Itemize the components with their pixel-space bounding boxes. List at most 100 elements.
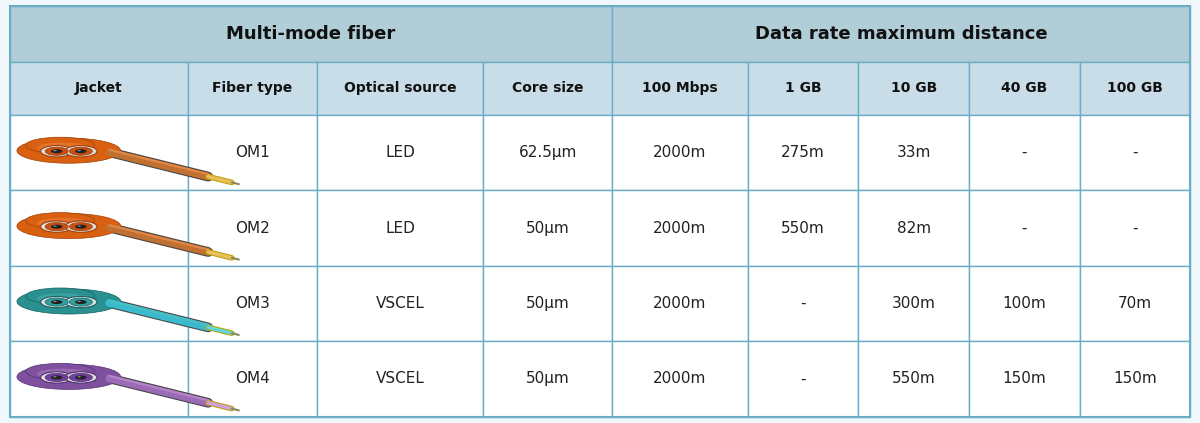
Ellipse shape bbox=[25, 288, 95, 304]
Bar bbox=[612, 62, 748, 115]
Circle shape bbox=[76, 375, 86, 379]
Text: 275m: 275m bbox=[781, 145, 824, 160]
Text: Jacket: Jacket bbox=[74, 81, 122, 96]
Circle shape bbox=[46, 374, 68, 382]
Circle shape bbox=[65, 146, 97, 157]
Circle shape bbox=[70, 147, 92, 155]
Text: 2000m: 2000m bbox=[653, 145, 707, 160]
Bar bbox=[1080, 115, 1190, 190]
Circle shape bbox=[53, 376, 56, 377]
Circle shape bbox=[70, 298, 92, 306]
Bar bbox=[612, 341, 748, 417]
Bar bbox=[970, 115, 1080, 190]
Ellipse shape bbox=[37, 293, 89, 304]
Bar bbox=[317, 62, 484, 115]
Bar bbox=[188, 62, 317, 115]
Bar bbox=[317, 190, 484, 266]
Circle shape bbox=[76, 149, 86, 153]
Ellipse shape bbox=[37, 218, 89, 228]
Text: Core size: Core size bbox=[512, 81, 583, 96]
Circle shape bbox=[70, 374, 92, 382]
Text: 2000m: 2000m bbox=[653, 371, 707, 387]
Circle shape bbox=[50, 149, 62, 153]
Bar bbox=[748, 62, 858, 115]
Text: OM1: OM1 bbox=[235, 145, 270, 160]
Circle shape bbox=[78, 376, 80, 377]
Bar bbox=[748, 190, 858, 266]
Bar bbox=[748, 266, 858, 341]
Bar bbox=[484, 190, 612, 266]
Bar bbox=[970, 266, 1080, 341]
Text: 100 Mbps: 100 Mbps bbox=[642, 81, 718, 96]
Text: 2000m: 2000m bbox=[653, 296, 707, 311]
Text: 10 GB: 10 GB bbox=[890, 81, 937, 96]
Text: -: - bbox=[1133, 221, 1138, 236]
Text: 1 GB: 1 GB bbox=[785, 81, 821, 96]
Text: 40 GB: 40 GB bbox=[1001, 81, 1048, 96]
Bar bbox=[970, 341, 1080, 417]
Bar bbox=[858, 266, 970, 341]
Circle shape bbox=[53, 301, 56, 302]
Bar bbox=[1080, 266, 1190, 341]
Bar bbox=[858, 190, 970, 266]
Bar bbox=[748, 115, 858, 190]
Bar bbox=[858, 115, 970, 190]
Circle shape bbox=[65, 372, 97, 383]
Bar bbox=[10, 341, 188, 417]
Text: Multi-mode fiber: Multi-mode fiber bbox=[227, 25, 396, 43]
Text: -: - bbox=[1021, 221, 1027, 236]
Text: 150m: 150m bbox=[1114, 371, 1157, 387]
Ellipse shape bbox=[17, 214, 121, 239]
Bar bbox=[612, 266, 748, 341]
Bar bbox=[748, 341, 858, 417]
Bar bbox=[188, 266, 317, 341]
Circle shape bbox=[65, 221, 97, 232]
Bar bbox=[10, 190, 188, 266]
Ellipse shape bbox=[17, 138, 121, 163]
Text: OM2: OM2 bbox=[235, 221, 270, 236]
Text: 33m: 33m bbox=[896, 145, 931, 160]
Bar bbox=[612, 190, 748, 266]
Text: Fiber type: Fiber type bbox=[212, 81, 293, 96]
Bar bbox=[612, 115, 748, 190]
Bar bbox=[970, 62, 1080, 115]
Text: -: - bbox=[1021, 145, 1027, 160]
Bar bbox=[1080, 62, 1190, 115]
Bar bbox=[484, 115, 612, 190]
Text: OM4: OM4 bbox=[235, 371, 270, 387]
Text: Optical source: Optical source bbox=[344, 81, 456, 96]
Circle shape bbox=[50, 225, 62, 229]
Bar bbox=[484, 266, 612, 341]
Bar bbox=[484, 341, 612, 417]
Text: 62.5μm: 62.5μm bbox=[518, 145, 577, 160]
Bar bbox=[10, 266, 188, 341]
Circle shape bbox=[70, 222, 92, 231]
Bar bbox=[858, 341, 970, 417]
Ellipse shape bbox=[17, 364, 121, 390]
Bar bbox=[612, 6, 1190, 62]
Text: -: - bbox=[800, 296, 805, 311]
Text: 100m: 100m bbox=[1002, 296, 1046, 311]
Bar bbox=[10, 6, 612, 62]
Text: 150m: 150m bbox=[1002, 371, 1046, 387]
Circle shape bbox=[78, 301, 80, 302]
Circle shape bbox=[78, 225, 80, 227]
Bar bbox=[970, 190, 1080, 266]
Text: OM3: OM3 bbox=[235, 296, 270, 311]
Text: -: - bbox=[1133, 145, 1138, 160]
Circle shape bbox=[65, 297, 97, 308]
Text: 82m: 82m bbox=[896, 221, 931, 236]
Ellipse shape bbox=[25, 137, 95, 154]
Text: 50μm: 50μm bbox=[526, 221, 570, 236]
Circle shape bbox=[41, 146, 73, 157]
Ellipse shape bbox=[25, 363, 95, 380]
Ellipse shape bbox=[37, 369, 89, 379]
Text: 550m: 550m bbox=[781, 221, 824, 236]
Bar bbox=[1080, 190, 1190, 266]
Bar bbox=[188, 115, 317, 190]
Text: 70m: 70m bbox=[1118, 296, 1152, 311]
Circle shape bbox=[46, 298, 68, 306]
Bar bbox=[317, 115, 484, 190]
Text: 50μm: 50μm bbox=[526, 296, 570, 311]
Bar bbox=[188, 341, 317, 417]
